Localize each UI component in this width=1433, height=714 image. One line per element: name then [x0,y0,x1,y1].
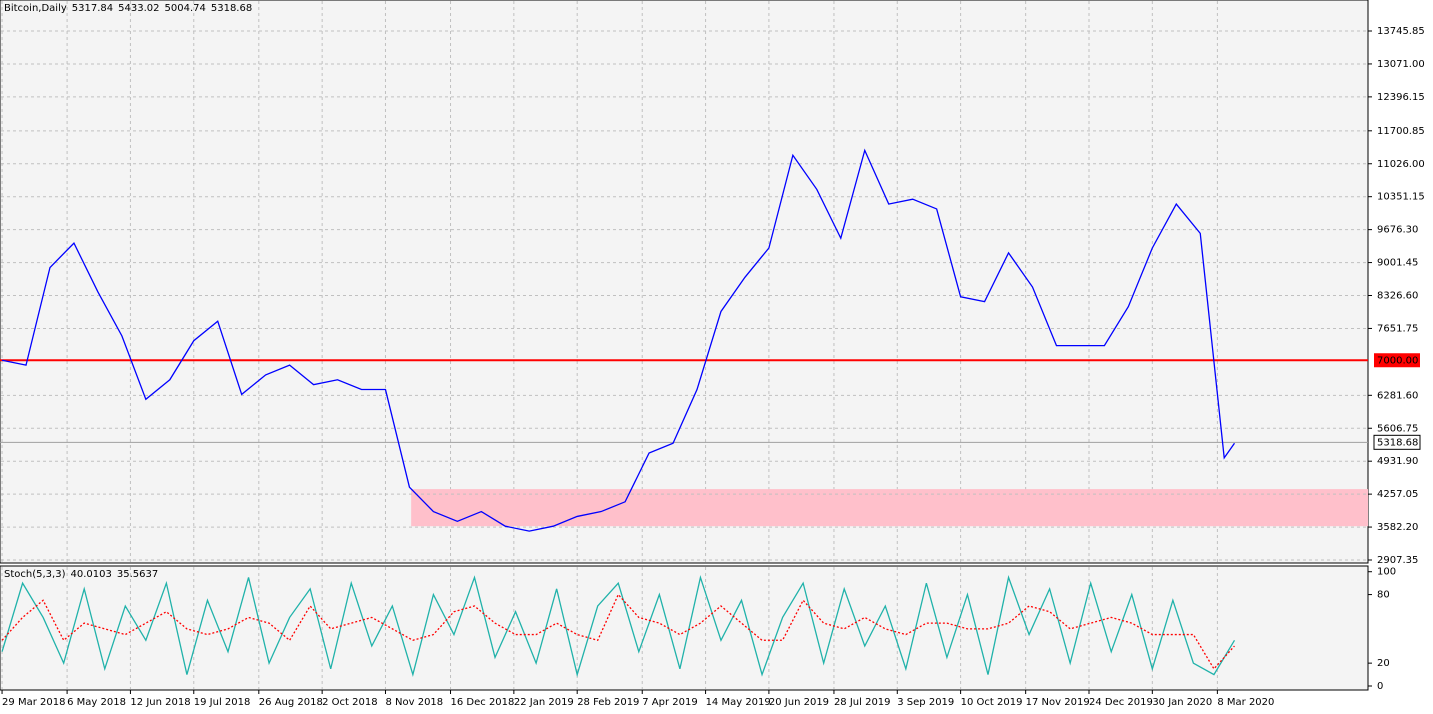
level-tag [1374,353,1420,368]
y-tick-label: 13071.00 [1377,59,1425,70]
zone [411,489,1368,527]
x-tick-label: 8 Nov 2018 [385,697,443,708]
panel-title: Bitcoin,Daily [4,3,67,14]
y-tick-label: 100 [1377,567,1396,578]
panel-value: 5433.02 [118,3,159,14]
y-tick-label: 10351.15 [1377,192,1425,203]
x-tick-label: 12 Jun 2018 [130,697,190,708]
x-tick-label: 24 Dec 2019 [1089,697,1153,708]
panel-value: 5317.84 [72,3,113,14]
x-tick-label: 22 Jan 2019 [514,697,574,708]
x-tick-label: 2 Oct 2018 [322,697,377,708]
y-tick-label: 6281.60 [1377,390,1418,401]
last-price-tag [1373,434,1421,450]
y-tick-label: 0 [1377,681,1383,692]
x-tick-label: 29 Mar 2018 [2,697,65,708]
y-tick-label: 4257.05 [1377,489,1418,500]
panel-value: 5318.68 [211,3,252,14]
x-tick-label: 20 Jun 2019 [769,697,829,708]
y-tick-label: 9001.45 [1377,258,1418,269]
y-tick-label: 9676.30 [1377,225,1418,236]
series-line [1,148,1236,532]
x-tick-label: 30 Jan 2020 [1152,697,1212,708]
series-line [1,574,1236,678]
y-tick-label: 7651.75 [1377,323,1418,334]
price-panel [0,0,1369,564]
y-tick-label: 11026.00 [1377,159,1425,170]
x-tick-label: 26 Aug 2018 [259,697,323,708]
x-tick-label: 28 Feb 2019 [577,697,639,708]
x-tick-label: 16 Dec 2018 [451,697,515,708]
y-tick-label: 20 [1377,658,1390,669]
y-tick-label: 11700.85 [1377,126,1425,137]
y-tick-label: 3582.20 [1377,522,1418,533]
y-tick-label: 2907.35 [1377,555,1418,566]
panel-value: 5004.74 [165,3,206,14]
panel-value: 40.0103 [70,569,111,580]
x-tick-label: 28 Jul 2019 [834,697,891,708]
x-tick-label: 10 Oct 2019 [961,697,1023,708]
y-tick-label: 5606.75 [1377,423,1418,434]
stoch-panel [0,565,1369,691]
y-tick-label: 8326.60 [1377,291,1418,302]
y-tick-label: 80 [1377,590,1390,601]
level-label: 7000.00 [1377,355,1418,366]
panel-value: 35.5637 [117,569,158,580]
last-price-label: 5318.68 [1377,437,1418,448]
x-tick-label: 8 Mar 2020 [1217,697,1274,708]
x-tick-label: 14 May 2019 [706,697,771,708]
x-tick-label: 7 Apr 2019 [642,697,697,708]
y-tick-label: 12396.15 [1377,92,1425,103]
x-tick-label: 6 May 2018 [67,697,126,708]
x-tick-label: 19 Jul 2018 [194,697,251,708]
y-tick-label: 13745.85 [1377,26,1425,37]
x-tick-label: 17 Nov 2019 [1026,697,1090,708]
x-tick-label: 3 Sep 2019 [897,697,954,708]
y-tick-label: 4931.90 [1377,456,1418,467]
panel-title: Stoch(5,3,3) [4,569,66,580]
